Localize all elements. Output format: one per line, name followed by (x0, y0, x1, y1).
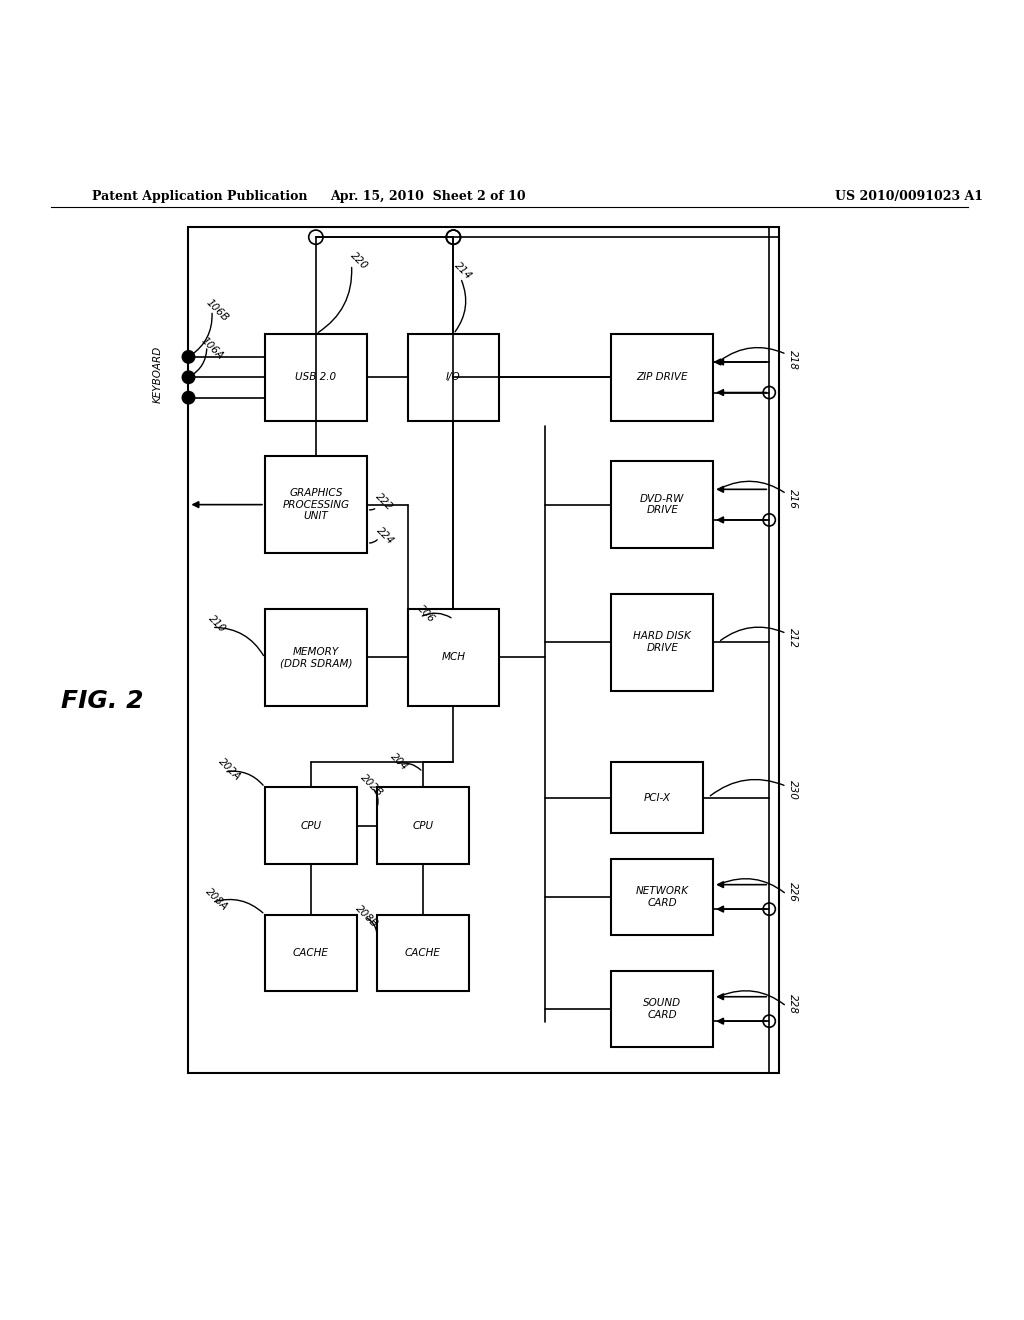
Text: 202A: 202A (216, 756, 243, 781)
FancyBboxPatch shape (265, 915, 356, 991)
Text: Apr. 15, 2010  Sheet 2 of 10: Apr. 15, 2010 Sheet 2 of 10 (330, 190, 525, 203)
Text: 222: 222 (374, 491, 394, 512)
FancyBboxPatch shape (408, 334, 500, 421)
Text: US 2010/0091023 A1: US 2010/0091023 A1 (836, 190, 983, 203)
Text: 208A: 208A (204, 886, 230, 912)
FancyBboxPatch shape (265, 457, 367, 553)
Text: 204: 204 (389, 751, 410, 772)
Text: 214: 214 (453, 260, 474, 281)
FancyBboxPatch shape (377, 787, 469, 863)
FancyBboxPatch shape (611, 461, 713, 548)
Text: 218: 218 (787, 350, 798, 370)
FancyBboxPatch shape (265, 609, 367, 706)
Text: 216: 216 (787, 490, 798, 510)
FancyBboxPatch shape (265, 334, 367, 421)
Text: 106B: 106B (204, 297, 230, 323)
FancyBboxPatch shape (265, 787, 356, 863)
FancyBboxPatch shape (611, 859, 713, 935)
Text: CACHE: CACHE (293, 948, 329, 958)
Text: MCH: MCH (441, 652, 465, 663)
Text: 228: 228 (787, 994, 798, 1014)
FancyBboxPatch shape (611, 762, 703, 833)
Text: 208B: 208B (353, 904, 380, 929)
Circle shape (182, 392, 195, 404)
Text: PCI-X: PCI-X (644, 792, 671, 803)
FancyBboxPatch shape (611, 970, 713, 1047)
Text: I/O: I/O (446, 372, 461, 383)
FancyBboxPatch shape (377, 915, 469, 991)
Circle shape (182, 351, 195, 363)
Text: 202B: 202B (358, 772, 385, 799)
Text: GRAPHICS
PROCESSING
UNIT: GRAPHICS PROCESSING UNIT (283, 488, 349, 521)
Text: 106A: 106A (199, 335, 225, 362)
Text: KEYBOARD: KEYBOARD (153, 346, 163, 404)
Text: ZIP DRIVE: ZIP DRIVE (637, 372, 688, 383)
Text: 212: 212 (787, 627, 798, 648)
Text: CACHE: CACHE (404, 948, 440, 958)
Bar (188, 227, 779, 1073)
Text: 226: 226 (787, 882, 798, 903)
Text: 206: 206 (416, 603, 436, 624)
FancyBboxPatch shape (611, 594, 713, 690)
Text: NETWORK
CARD: NETWORK CARD (636, 886, 689, 908)
Text: Patent Application Publication: Patent Application Publication (92, 190, 307, 203)
Text: CPU: CPU (300, 821, 322, 830)
Circle shape (182, 371, 195, 383)
Text: FIG. 2: FIG. 2 (60, 689, 143, 713)
Text: HARD DISK
DRIVE: HARD DISK DRIVE (634, 631, 691, 653)
Text: USB 2.0: USB 2.0 (295, 372, 337, 383)
Text: DVD-RW
DRIVE: DVD-RW DRIVE (640, 494, 684, 515)
Text: 224: 224 (375, 525, 395, 546)
Text: 210: 210 (207, 614, 227, 635)
Text: 230: 230 (787, 780, 798, 800)
FancyBboxPatch shape (611, 334, 713, 421)
Text: CPU: CPU (413, 821, 433, 830)
Text: MEMORY
(DDR SDRAM): MEMORY (DDR SDRAM) (280, 647, 352, 668)
Text: SOUND
CARD: SOUND CARD (643, 998, 681, 1020)
FancyBboxPatch shape (408, 609, 500, 706)
Text: 220: 220 (348, 249, 370, 271)
